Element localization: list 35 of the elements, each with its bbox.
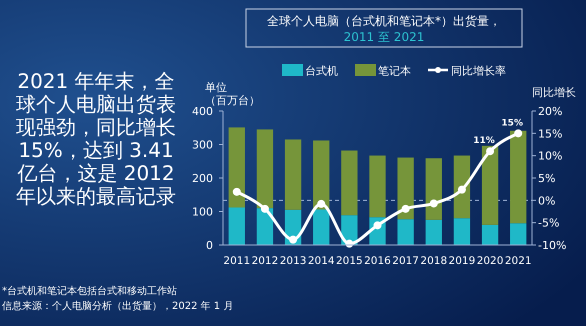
x-tick-label: 2018 xyxy=(420,255,448,267)
y2-tick-label: -10% xyxy=(538,239,566,252)
y2-tick-label: 5% xyxy=(538,172,556,185)
x-tick-label: 2019 xyxy=(448,255,476,267)
y2-tick-label: -5% xyxy=(538,216,560,230)
y-axis-title: 单位（百万台） xyxy=(205,81,260,107)
chart-title: 全球个人电脑（台式机和笔记本*）出货量， xyxy=(267,14,501,28)
x-tick-label: 2012 xyxy=(252,255,278,267)
y2-tick-label: 15% xyxy=(538,127,562,140)
y-tick-label: 400 xyxy=(192,105,213,118)
x-tick-label: 2013 xyxy=(280,255,306,267)
y2-tick-label: 0% xyxy=(538,194,556,208)
y-tick-label: 200 xyxy=(192,172,213,185)
legend-label: 笔记本 xyxy=(378,64,411,78)
text: 2021 年年末，全球个人电脑出货表现强劲，同比增长 15%，达到 3.41 亿台，这是 2012 年以来的最高记录 xyxy=(16,69,176,208)
legend-label: 同比增长率 xyxy=(451,64,506,78)
text: *台式机和笔记本包括台式和移动工作站 xyxy=(2,285,177,297)
data-label: 15% xyxy=(501,118,523,128)
y-tick-label: 100 xyxy=(192,206,213,218)
x-tick-label: 2017 xyxy=(392,255,420,267)
chart-subtitle: 2011 至 2021 xyxy=(344,30,424,44)
text: 信息来源：个人电脑分析（出货量），2022 年 1 月 xyxy=(2,300,234,312)
y2-axis-title: 同比增长 xyxy=(532,86,576,99)
y-tick-label: 300 xyxy=(192,138,213,152)
y2-tick-label: 20% xyxy=(538,105,562,118)
x-tick-label: 2015 xyxy=(336,255,363,267)
x-tick-label: 2021 xyxy=(504,255,532,267)
x-tick-label: 2020 xyxy=(476,255,504,267)
legend-label: 台式机 xyxy=(305,64,338,78)
x-tick-label: 2016 xyxy=(364,255,392,267)
x-tick-label: 2011 xyxy=(223,255,250,267)
y-tick-label: 0 xyxy=(206,239,213,252)
y2-tick-label: 10% xyxy=(538,150,562,163)
x-tick-label: 2014 xyxy=(308,255,335,267)
data-label: 11% xyxy=(473,136,495,146)
